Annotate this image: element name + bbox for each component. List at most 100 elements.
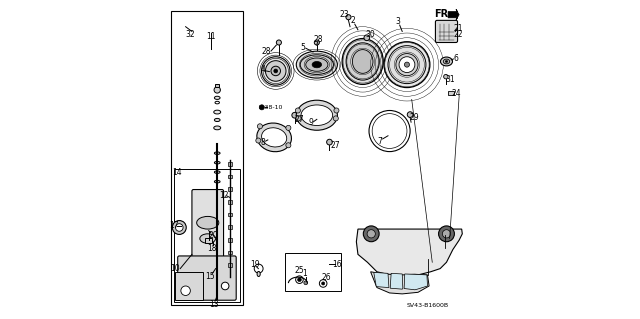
Text: 5: 5 bbox=[300, 43, 305, 52]
Circle shape bbox=[295, 108, 300, 113]
Circle shape bbox=[333, 116, 339, 121]
Polygon shape bbox=[374, 272, 389, 287]
Bar bbox=[228, 213, 232, 216]
Circle shape bbox=[172, 220, 186, 234]
Text: 24: 24 bbox=[452, 89, 461, 98]
Ellipse shape bbox=[214, 171, 220, 174]
FancyBboxPatch shape bbox=[192, 189, 223, 262]
Ellipse shape bbox=[215, 101, 220, 104]
Text: 28: 28 bbox=[314, 35, 323, 44]
Ellipse shape bbox=[300, 55, 333, 74]
Text: 7: 7 bbox=[377, 137, 382, 146]
Ellipse shape bbox=[196, 216, 219, 229]
Polygon shape bbox=[356, 229, 462, 277]
Bar bbox=[228, 263, 232, 267]
Text: 28: 28 bbox=[262, 48, 271, 56]
Circle shape bbox=[175, 224, 183, 231]
Circle shape bbox=[367, 230, 375, 238]
Ellipse shape bbox=[296, 100, 337, 130]
Polygon shape bbox=[448, 9, 459, 20]
Text: 16: 16 bbox=[333, 260, 342, 269]
Text: 32: 32 bbox=[186, 30, 195, 39]
Text: 17: 17 bbox=[169, 221, 179, 230]
Circle shape bbox=[256, 138, 261, 143]
Circle shape bbox=[292, 112, 298, 118]
Ellipse shape bbox=[214, 180, 220, 183]
Circle shape bbox=[304, 281, 308, 285]
Text: 30: 30 bbox=[365, 30, 376, 39]
Circle shape bbox=[346, 15, 351, 20]
Bar bbox=[448, 91, 454, 95]
Text: 13: 13 bbox=[209, 300, 219, 309]
Ellipse shape bbox=[306, 58, 328, 71]
Text: 1: 1 bbox=[303, 270, 307, 278]
Circle shape bbox=[296, 116, 301, 121]
Text: 19: 19 bbox=[250, 260, 260, 269]
Circle shape bbox=[326, 139, 332, 145]
Ellipse shape bbox=[301, 105, 333, 125]
Ellipse shape bbox=[266, 61, 286, 81]
Bar bbox=[205, 238, 212, 243]
Ellipse shape bbox=[445, 61, 448, 63]
Ellipse shape bbox=[271, 66, 280, 76]
Ellipse shape bbox=[214, 161, 220, 164]
Bar bbox=[172, 11, 243, 305]
FancyBboxPatch shape bbox=[178, 256, 236, 300]
Ellipse shape bbox=[214, 96, 220, 100]
Ellipse shape bbox=[440, 57, 452, 66]
Bar bbox=[228, 225, 232, 229]
Circle shape bbox=[214, 87, 220, 93]
Circle shape bbox=[407, 112, 413, 117]
Bar bbox=[174, 169, 240, 302]
Polygon shape bbox=[390, 273, 403, 289]
Bar bbox=[285, 253, 340, 291]
Circle shape bbox=[286, 125, 291, 130]
Ellipse shape bbox=[312, 62, 321, 68]
Ellipse shape bbox=[214, 190, 220, 192]
Circle shape bbox=[259, 105, 264, 110]
Bar bbox=[228, 200, 232, 204]
Ellipse shape bbox=[257, 271, 260, 277]
Text: 12: 12 bbox=[219, 191, 228, 200]
Circle shape bbox=[364, 35, 370, 41]
Bar bbox=[175, 272, 203, 300]
Polygon shape bbox=[404, 274, 428, 290]
Text: 10: 10 bbox=[170, 264, 180, 273]
Text: 21: 21 bbox=[454, 24, 463, 33]
Circle shape bbox=[442, 230, 451, 238]
Ellipse shape bbox=[257, 123, 291, 152]
Ellipse shape bbox=[274, 69, 278, 73]
Circle shape bbox=[404, 62, 410, 67]
Circle shape bbox=[364, 226, 379, 242]
Ellipse shape bbox=[342, 39, 383, 85]
Circle shape bbox=[221, 282, 229, 290]
Circle shape bbox=[444, 74, 448, 79]
Ellipse shape bbox=[214, 126, 221, 130]
Ellipse shape bbox=[396, 54, 418, 76]
Polygon shape bbox=[371, 272, 429, 294]
Bar bbox=[228, 162, 232, 166]
Text: B-38-10: B-38-10 bbox=[259, 105, 283, 110]
Text: 2: 2 bbox=[351, 17, 356, 26]
Circle shape bbox=[181, 286, 190, 295]
Text: 20: 20 bbox=[208, 231, 218, 240]
Ellipse shape bbox=[214, 152, 220, 154]
Ellipse shape bbox=[214, 118, 220, 122]
Bar bbox=[228, 250, 232, 254]
Text: 8: 8 bbox=[260, 137, 265, 147]
Text: SV43-B1600B: SV43-B1600B bbox=[406, 303, 449, 308]
Text: 26: 26 bbox=[321, 273, 331, 282]
Circle shape bbox=[334, 108, 339, 113]
Text: 27: 27 bbox=[330, 141, 340, 150]
Ellipse shape bbox=[388, 46, 426, 84]
Text: 14: 14 bbox=[172, 168, 182, 177]
Bar bbox=[228, 238, 232, 242]
Circle shape bbox=[298, 278, 301, 282]
Text: FR.: FR. bbox=[435, 9, 452, 19]
Ellipse shape bbox=[214, 110, 221, 114]
Ellipse shape bbox=[262, 128, 287, 147]
Bar bbox=[228, 175, 232, 178]
Circle shape bbox=[276, 40, 282, 45]
Ellipse shape bbox=[444, 59, 450, 64]
Ellipse shape bbox=[384, 42, 430, 87]
